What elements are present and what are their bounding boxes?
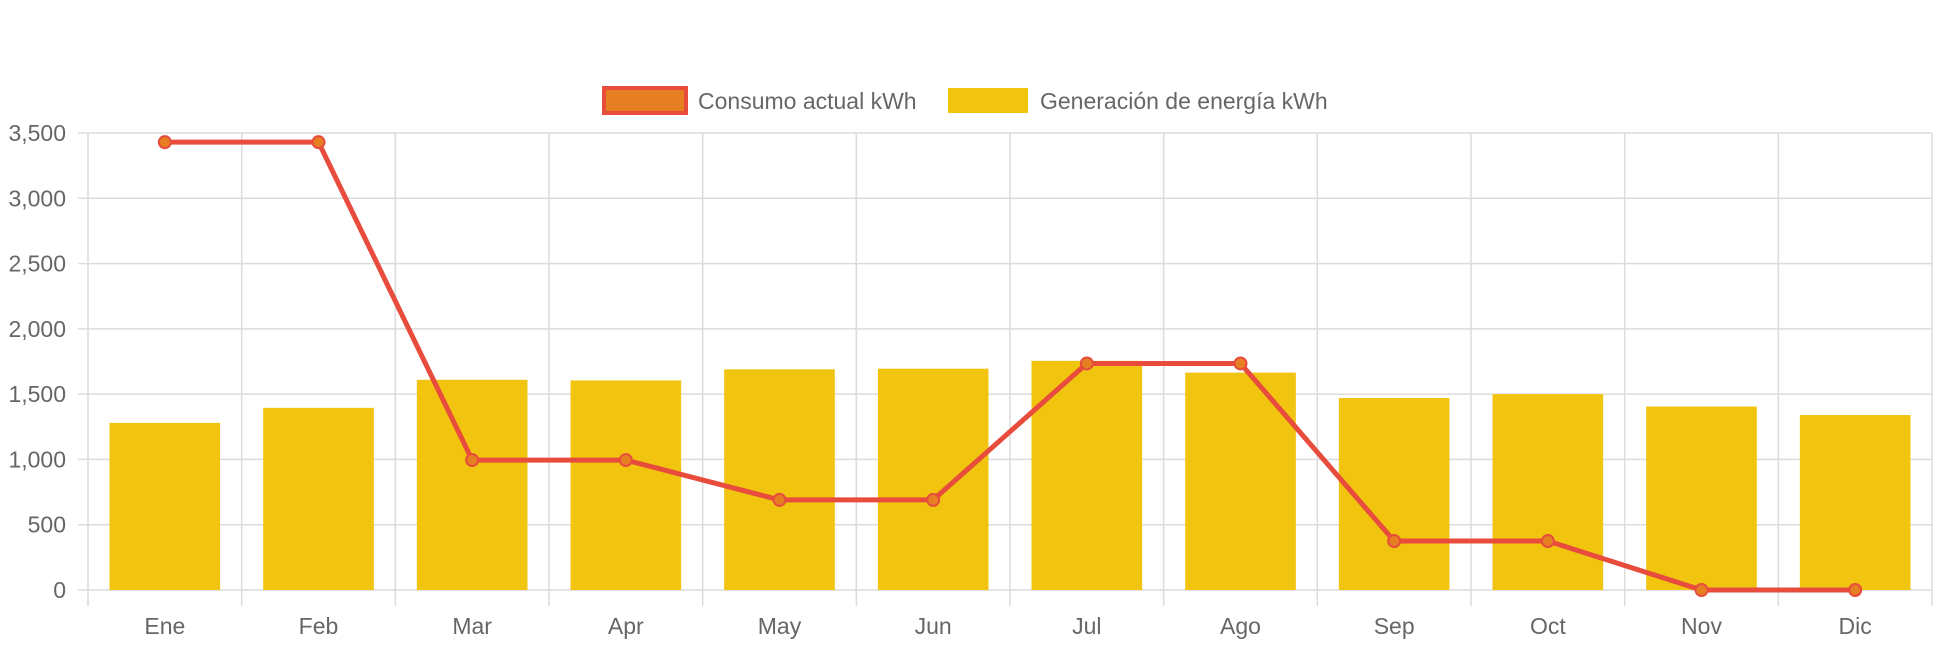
bar — [416, 379, 528, 590]
legend-label-consumo: Consumo actual kWh — [698, 88, 917, 114]
y-axis: 0 500 1,000 1,500 2,000 2,500 3,000 3,500 — [8, 120, 66, 603]
x-tick-label: Feb — [299, 613, 339, 639]
y-tick-label: 1,500 — [8, 381, 66, 407]
y-tick-label: 2,000 — [8, 316, 66, 342]
chart-legend[interactable]: Consumo actual kWh Generación de energía… — [602, 86, 1328, 115]
x-tick-label: May — [758, 613, 802, 639]
legend-item-generacion[interactable]: Generación de energía kWh — [948, 88, 1328, 114]
line-point — [1079, 356, 1094, 371]
line-point — [926, 492, 941, 507]
bar-series — [109, 360, 1911, 590]
x-tick-label: Ene — [144, 613, 185, 639]
legend-swatch-generacion — [948, 88, 1028, 113]
y-tick-label: 1,000 — [8, 446, 66, 472]
line-point — [618, 453, 633, 468]
x-tick-label: Nov — [1681, 613, 1722, 639]
bar — [263, 407, 374, 590]
x-tick-label: Mar — [452, 613, 492, 639]
x-tick-label: Jul — [1072, 613, 1101, 639]
legend-item-consumo[interactable]: Consumo actual kWh — [602, 86, 917, 115]
legend-swatch-consumo — [602, 86, 688, 115]
y-tick-label: 500 — [28, 512, 66, 538]
x-tick-label: Jun — [915, 613, 952, 639]
line-point — [311, 135, 326, 150]
y-tick-label: 0 — [53, 577, 66, 603]
bar — [1799, 415, 1911, 590]
grid-lines — [78, 132, 1933, 606]
line-point — [1848, 583, 1863, 597]
line-point — [1387, 534, 1402, 549]
legend-label-generacion: Generación de energía kWh — [1040, 88, 1328, 114]
bar — [109, 422, 221, 590]
line-point — [1540, 534, 1555, 549]
line-point — [1233, 356, 1248, 371]
line-point — [1694, 583, 1709, 597]
consumo-line — [162, 139, 1858, 593]
line-point — [157, 135, 172, 150]
y-tick-label: 3,500 — [8, 120, 66, 146]
line-series — [157, 135, 1863, 597]
x-tick-label: Ago — [1220, 613, 1261, 639]
y-tick-label: 3,000 — [8, 185, 66, 211]
x-tick-label: Sep — [1374, 613, 1415, 639]
line-point — [772, 492, 787, 507]
bar — [1646, 406, 1757, 590]
bar — [724, 369, 835, 590]
y-tick-label: 2,500 — [8, 251, 66, 277]
bar — [1338, 398, 1450, 590]
x-axis: Ene Feb Mar Apr May Jun Jul Ago Sep Oct Nov Dic — [144, 613, 1871, 639]
bar — [570, 380, 682, 590]
bar — [877, 368, 989, 590]
bar — [1492, 394, 1604, 590]
x-tick-label: Dic — [1839, 613, 1872, 639]
line-point — [465, 453, 480, 468]
x-tick-label: Apr — [608, 613, 644, 639]
x-tick-label: Oct — [1530, 613, 1566, 639]
